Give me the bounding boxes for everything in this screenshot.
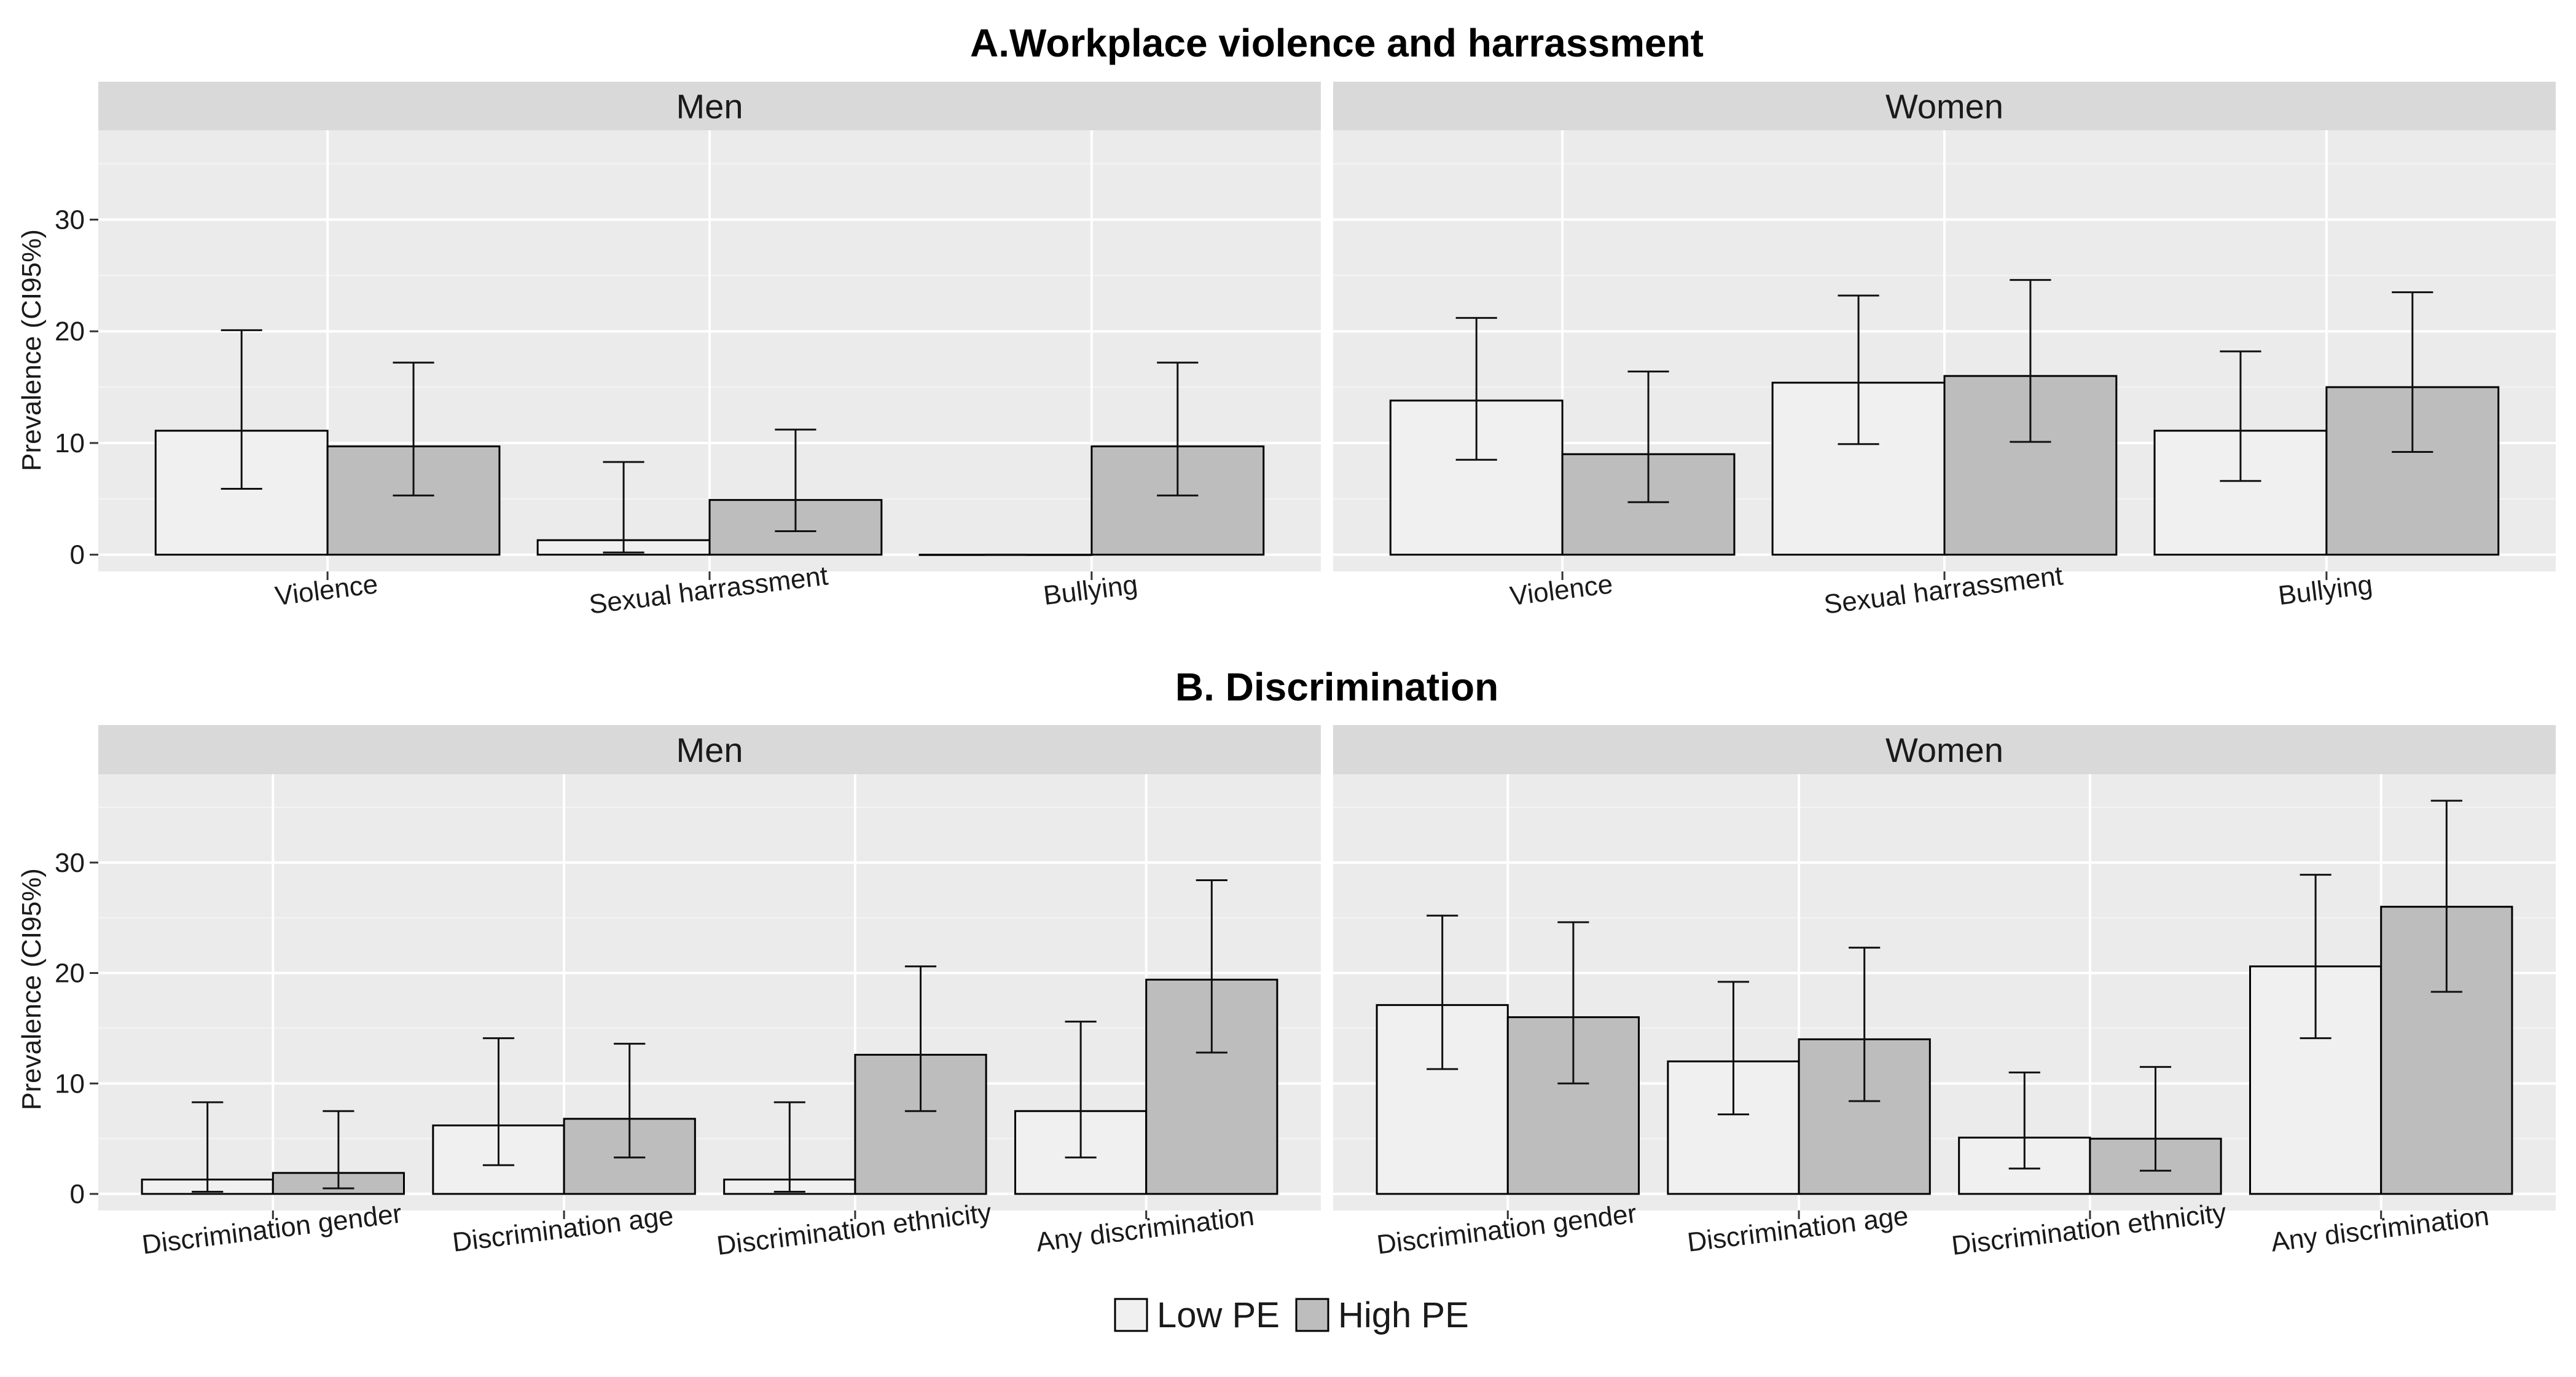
error-bar	[603, 461, 644, 554]
y-tick-label: 30	[55, 205, 85, 235]
facet-strip	[1333, 82, 2556, 130]
legend-swatch	[1295, 1298, 1329, 1332]
chart-0: A.Workplace violence and harrassment Prev…	[17, 21, 2556, 620]
y-axis-label: Prevalence (CI95%)	[17, 229, 47, 471]
error-bar	[2010, 279, 2051, 443]
error-bar	[1455, 316, 1497, 461]
error-bar	[2392, 291, 2433, 453]
error-bar	[2008, 1071, 2040, 1170]
legend-swatch	[1114, 1298, 1148, 1332]
error-bar	[904, 965, 937, 1112]
error-bar	[1427, 914, 1458, 1070]
error-bar	[1157, 361, 1199, 496]
legend-label: Low PE	[1157, 1295, 1280, 1335]
legend-item: High PE	[1295, 1295, 1469, 1335]
error-bar	[221, 329, 262, 490]
x-tick-label: Violence	[1508, 569, 1615, 611]
y-tick-label: 30	[55, 848, 85, 878]
error-bar	[482, 1037, 515, 1166]
legend-item: Low PE	[1114, 1295, 1280, 1335]
facet-strip	[98, 725, 1321, 774]
x-tick-label: Bullying	[1042, 570, 1140, 611]
chart-1: B. Discrimination Prevalence (CI95%) 0 10 20…	[17, 665, 2556, 1261]
error-bar	[614, 1043, 646, 1159]
error-bar	[2220, 350, 2261, 482]
y-axis-label: Prevalence (CI95%)	[17, 868, 47, 1110]
error-bar	[393, 361, 434, 496]
chart-title: B. Discrimination	[1175, 665, 1498, 709]
facet-strip-label: Women	[1885, 87, 2003, 126]
chart-title: A.Workplace violence and harrassment	[970, 21, 1704, 65]
error-bar	[1065, 1021, 1097, 1159]
error-bar	[1849, 946, 1881, 1102]
facet-strip-label: Men	[676, 87, 743, 126]
error-bar	[773, 1101, 805, 1193]
legend-label: High PE	[1338, 1295, 1469, 1335]
error-bar	[1627, 371, 1669, 503]
error-bar	[323, 1110, 354, 1190]
error-bar	[2139, 1065, 2172, 1172]
error-bar	[775, 428, 816, 533]
x-tick-label: Violence	[273, 569, 380, 611]
y-tick-label: 10	[55, 1069, 85, 1099]
error-bar	[2430, 799, 2462, 993]
error-bar	[1557, 921, 1589, 1085]
facet-strip-label: Women	[1885, 731, 2003, 769]
legend: Low PE High PE	[1114, 1295, 1469, 1335]
error-bar	[2300, 874, 2331, 1040]
facet-strip	[98, 82, 1321, 130]
facet-strip-label: Men	[676, 731, 743, 769]
y-tick-label: 0	[70, 540, 85, 570]
y-tick-label: 20	[55, 959, 85, 989]
bar-low-pe	[1771, 382, 1946, 556]
error-bar	[1717, 981, 1750, 1116]
x-tick-label: Bullying	[2277, 570, 2374, 611]
error-bar	[192, 1101, 224, 1193]
error-bar	[1838, 294, 1879, 445]
y-tick-label: 0	[70, 1179, 85, 1209]
y-tick-label: 20	[55, 316, 85, 347]
error-bar	[1196, 879, 1227, 1054]
y-tick-label: 10	[55, 428, 85, 458]
facet-strip	[1333, 725, 2556, 774]
